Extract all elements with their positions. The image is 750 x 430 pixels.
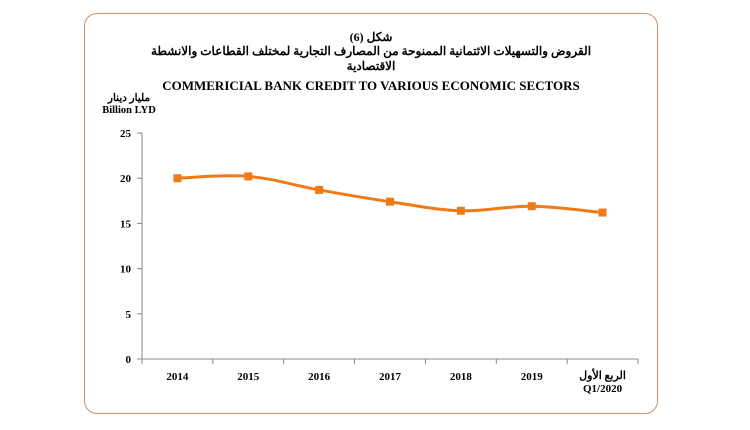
x-tick-label: 2019 (521, 371, 544, 383)
x-tick-label: Q1/2020 (583, 383, 623, 395)
y-tick-label: 0 (126, 354, 132, 366)
x-tick-label: 2015 (237, 371, 260, 383)
y-tick-label: 20 (120, 173, 132, 185)
data-point-2014 (173, 174, 182, 183)
y-tick-label: 5 (126, 309, 132, 321)
y-tick-label: 10 (120, 264, 132, 276)
data-point-2019 (527, 202, 536, 211)
title-arabic-line2: الاقتصادية (346, 59, 396, 73)
x-tick-label: 2016 (308, 371, 331, 383)
data-point-2015 (244, 172, 253, 181)
unit-label-english: Billion LYD (102, 105, 156, 116)
x-tick-label: 2014 (166, 371, 189, 383)
data-point-2017 (386, 197, 394, 206)
data-point-2018 (456, 206, 465, 215)
chart-frame (84, 13, 658, 414)
x-tick-label-arabic: الربع الأول (579, 368, 626, 382)
unit-label-arabic: مليار دينار (107, 93, 151, 104)
series-line (177, 174, 603, 215)
figure-number: شكل (6) (349, 30, 393, 44)
x-tick-label: 2017 (379, 371, 402, 383)
y-tick-label: 25 (120, 128, 132, 140)
data-point-2016 (315, 185, 324, 194)
title-english: COMMERICIAL BANK CREDIT TO VARIOUS ECONO… (162, 78, 580, 93)
title-arabic-line1: القروض والتسهيلات الائتمانية الممنوحة من… (150, 44, 592, 58)
x-tick-label: 2018 (450, 371, 473, 383)
data-point-Q1/2020 (598, 208, 607, 217)
y-tick-label: 15 (120, 218, 132, 230)
